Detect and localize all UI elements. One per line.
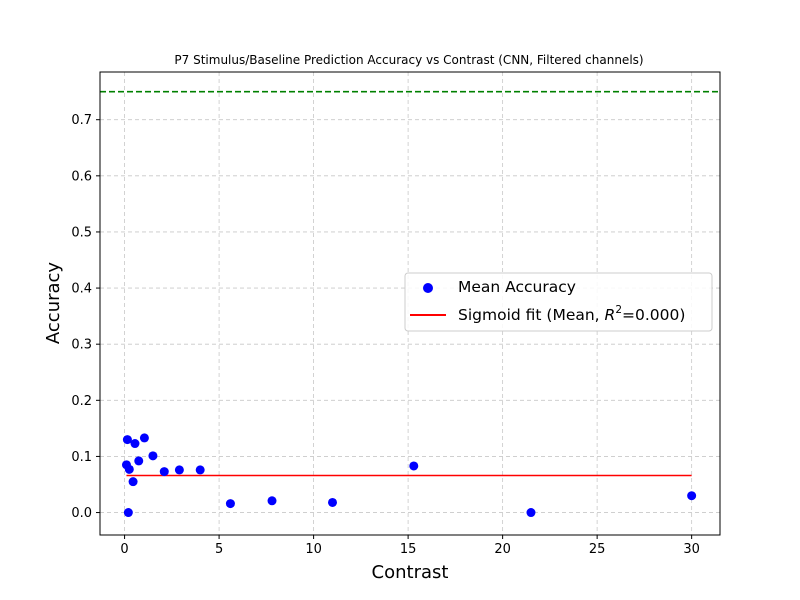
data-point xyxy=(124,464,134,474)
x-axis-label: Contrast xyxy=(372,562,449,583)
x-tick-label: 15 xyxy=(400,542,417,557)
data-point xyxy=(139,433,149,443)
data-point xyxy=(128,477,138,487)
data-point xyxy=(134,456,144,466)
y-axis-label: Accuracy xyxy=(43,262,64,345)
x-tick-label: 25 xyxy=(589,542,606,557)
y-tick-label: 0.6 xyxy=(71,169,92,184)
data-point xyxy=(174,465,184,475)
x-tick-label: 5 xyxy=(215,542,223,557)
y-axis-ticks: 0.0 0.1 0.2 0.3 0.4 0.5 0.6 0.7 xyxy=(71,113,100,521)
data-point xyxy=(123,508,133,518)
legend-label-sigmoid-fit: Sigmoid fit (Mean, R2=0.000) xyxy=(458,304,685,324)
data-point xyxy=(328,497,337,507)
y-tick-label: 0.5 xyxy=(71,225,92,240)
legend-label-mean-accuracy: Mean Accuracy xyxy=(458,278,576,296)
data-point xyxy=(195,465,205,475)
x-tick-label: 30 xyxy=(683,542,700,557)
y-tick-label: 0.0 xyxy=(71,506,92,521)
x-axis-ticks: 0 5 10 15 20 25 30 xyxy=(120,535,700,557)
y-tick-label: 0.4 xyxy=(71,282,92,297)
data-point xyxy=(130,439,140,449)
x-tick-label: 10 xyxy=(305,542,322,557)
data-point xyxy=(225,499,235,509)
plot-frame xyxy=(99,71,721,536)
data-point xyxy=(122,435,132,445)
data-point xyxy=(148,451,158,461)
y-tick-label: 0.2 xyxy=(71,394,92,409)
data-point xyxy=(687,491,697,501)
y-tick-label: 0.7 xyxy=(71,113,92,128)
data-point xyxy=(526,508,536,518)
chart-title: P7 Stimulus/Baseline Prediction Accuracy… xyxy=(174,53,643,67)
data-point xyxy=(159,467,169,477)
data-point xyxy=(267,496,277,506)
x-tick-label: 20 xyxy=(494,542,511,557)
data-point xyxy=(409,461,419,471)
y-tick-label: 0.1 xyxy=(71,450,92,465)
x-tick-label: 0 xyxy=(120,542,128,557)
y-tick-label: 0.3 xyxy=(71,338,92,353)
legend-box xyxy=(404,272,713,332)
legend: Mean Accuracy Sigmoid fit (Mean, R2=0.00… xyxy=(404,272,713,332)
scatter-points xyxy=(121,433,697,518)
legend-marker-mean-accuracy xyxy=(423,283,433,293)
